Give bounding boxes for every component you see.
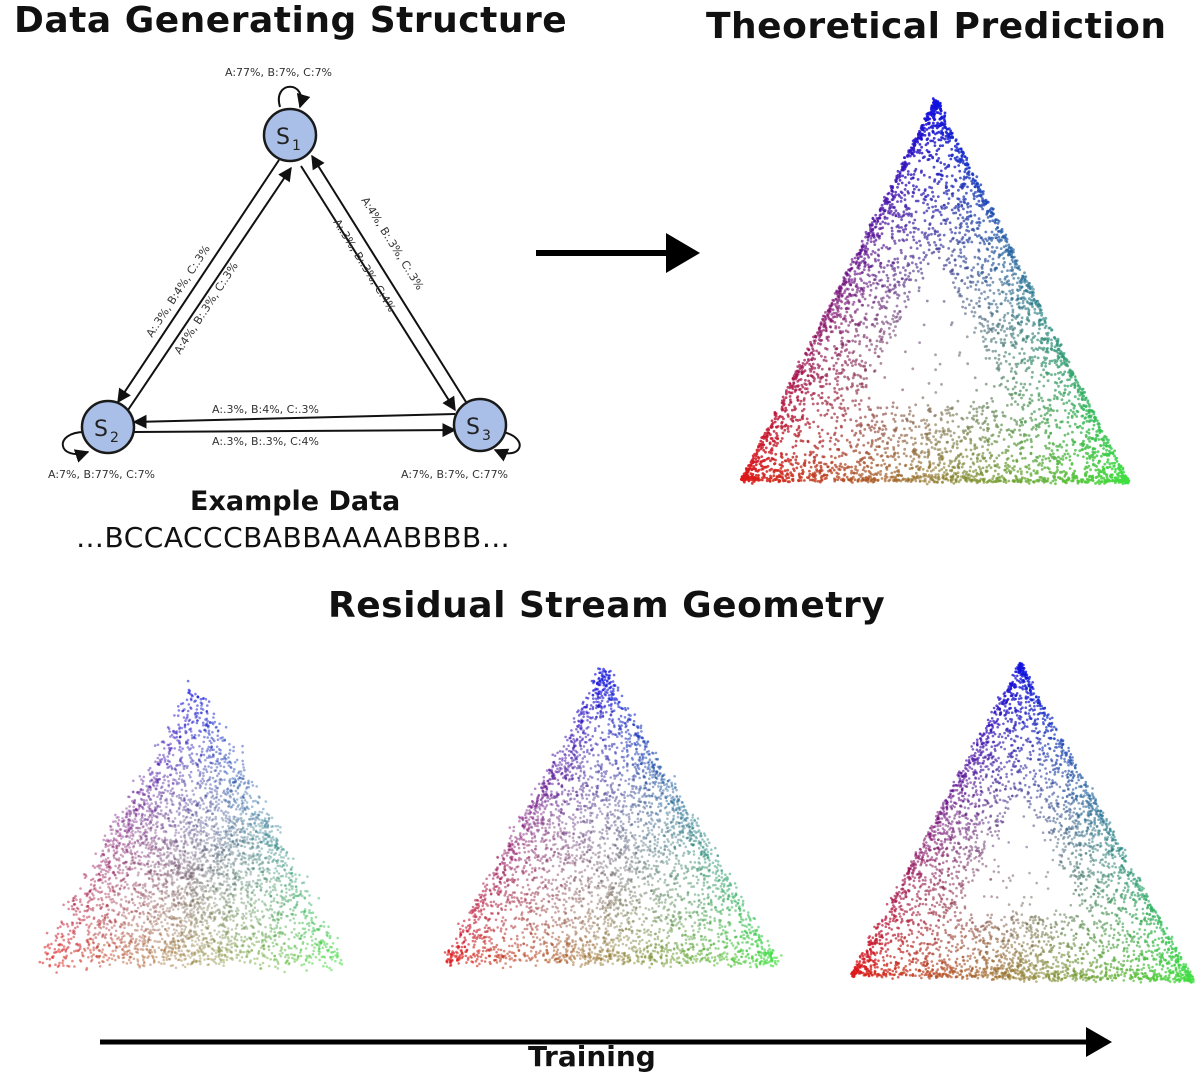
node-letter: S [466, 415, 480, 440]
state-node-s2: S 2 [80, 399, 136, 455]
node-subscript: 1 [292, 138, 301, 154]
state-node-s3: S 3 [452, 397, 508, 453]
node-subscript: 3 [482, 428, 491, 444]
residual-stream-geometry-title: Residual Stream Geometry [328, 585, 886, 626]
theoretical-prediction-simplex [739, 97, 1131, 486]
edge-s1-to-s3 [300, 165, 456, 412]
label-self-s3: A:7%, B:7%, C:77% [401, 468, 508, 481]
self-loop-s2 [61, 431, 90, 463]
example-data-sequence: …BCCACCCBABBAAAABBBB… [76, 521, 511, 554]
label-self-s1: A:77%, B:7%, C:7% [225, 66, 332, 79]
state-node-s1: S 1 [262, 107, 318, 163]
arrow-right-icon [536, 233, 700, 273]
label-s2-to-s3: A:.3%, B:.3%, C:4% [212, 435, 319, 448]
training-arrow-icon [100, 1027, 1112, 1057]
residual-geometry-late [850, 661, 1195, 984]
node-subscript: 2 [110, 430, 119, 446]
example-data-label: Example Data [190, 486, 401, 517]
data-generating-structure-title: Data Generating Structure [14, 0, 568, 41]
node-letter: S [276, 125, 290, 150]
node-letter: S [94, 417, 108, 442]
residual-geometry-early [38, 679, 344, 974]
edge-s1-to-s2 [117, 159, 280, 404]
edge-s2-to-s1 [127, 166, 292, 411]
label-self-s2: A:7%, B:77%, C:7% [48, 468, 155, 481]
edge-s2-to-s3 [133, 423, 457, 438]
edge-s3-to-s2 [132, 413, 456, 429]
transition-edges [117, 154, 467, 438]
label-s3-to-s2: A:.3%, B:4%, C:.3% [212, 403, 319, 416]
theoretical-prediction-title: Theoretical Prediction [706, 6, 1167, 47]
self-loop-s1 [277, 85, 311, 109]
training-label: Training [528, 1040, 656, 1073]
residual-geometry-mid [443, 667, 783, 970]
self-loop-s3 [493, 431, 521, 462]
edge-s3-to-s1 [311, 154, 467, 403]
